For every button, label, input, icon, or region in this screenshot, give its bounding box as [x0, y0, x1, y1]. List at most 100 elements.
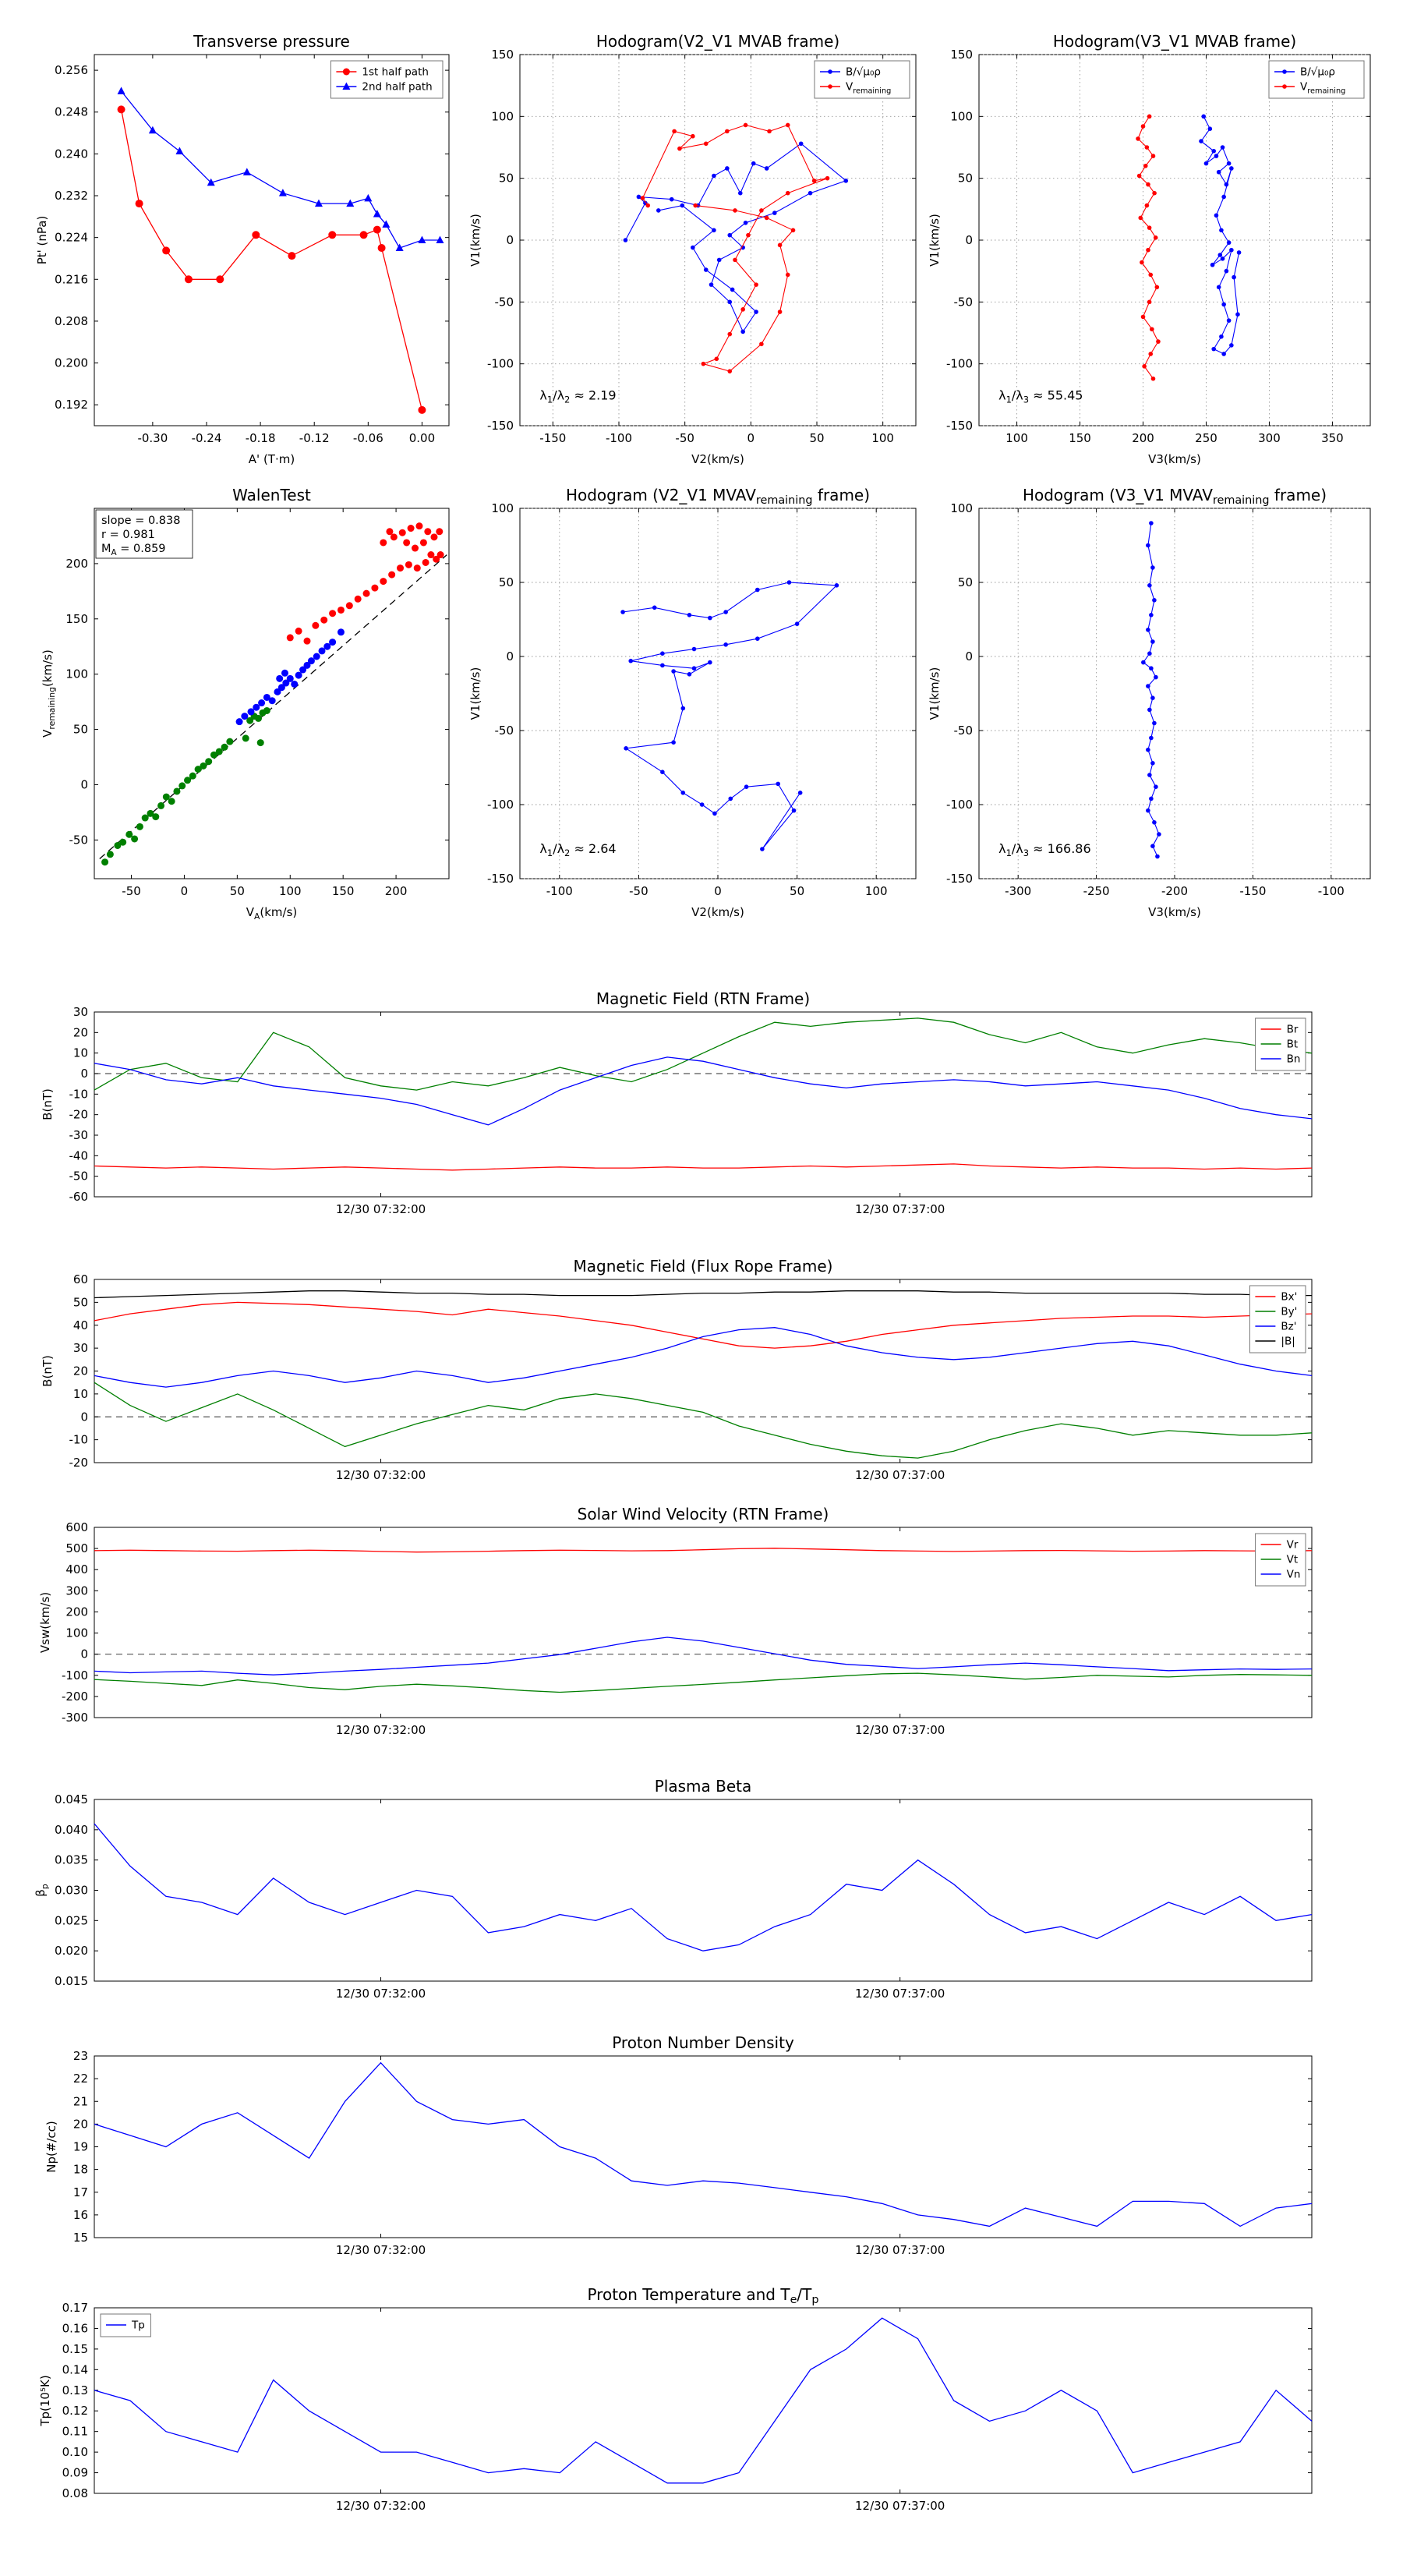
y-tick-label: -20 — [69, 1108, 89, 1122]
y-tick-label: 0.020 — [55, 1944, 88, 1958]
x-tick-label: 350 — [1321, 431, 1344, 445]
legend-label: 2nd half path — [362, 81, 432, 94]
series-line-2 — [235, 628, 345, 726]
x-tick-label: -200 — [1161, 884, 1188, 898]
x-axis-label: V2(km/s) — [691, 905, 744, 919]
y-tick-label: -200 — [62, 1690, 88, 1704]
y-tick-label: 400 — [65, 1562, 88, 1576]
chart-transverse-pressure: -0.30 -0.24 -0.18 -0.12 -0.06 0.00 0.192 0.200 0… — [35, 32, 450, 466]
x-tick-label: 200 — [385, 884, 408, 898]
y-tick-label: 0.256 — [55, 63, 88, 77]
chart-magnetic-field-flux-rope: 12/30 07:32:00 12/30 07:37:00 -20 -10 0 10 20 3… — [41, 1257, 1313, 1482]
x-tick-label: 12/30 07:37:00 — [855, 1723, 945, 1737]
y-axis-label: Np(#/cc) — [44, 2121, 58, 2173]
series-line-0 — [620, 580, 839, 851]
y-axis-label: Vsw(km/s) — [38, 1592, 52, 1653]
y-tick-label: 0.14 — [62, 2362, 88, 2376]
y-tick-label: 300 — [65, 1583, 88, 1598]
y-tick-label: 0.248 — [55, 105, 88, 119]
y-axis-label: V1(km/s) — [468, 214, 482, 267]
x-axis-label: V2(km/s) — [691, 452, 744, 466]
y-tick-label: 0.025 — [55, 1913, 88, 1927]
y-tick-label: 600 — [65, 1520, 88, 1534]
x-tick-label: 100 — [279, 884, 302, 898]
y-tick-label: -50 — [495, 724, 514, 738]
chart-magnetic-field-rtn: 12/30 07:32:00 12/30 07:37:00 -60 -50 -40 -30… — [41, 989, 1313, 1216]
legend-label: B/√μ₀ρ — [846, 66, 881, 79]
series-Vt — [94, 1672, 1313, 1693]
chart-plasma-beta: 12/30 07:32:00 12/30 07:37:00 0.015 0.020 0.… — [34, 1777, 1313, 2001]
y-tick-label: 19 — [73, 2140, 88, 2154]
stats-line: slope = 0.838 — [101, 515, 180, 527]
series-Vn — [94, 1637, 1313, 1675]
y-tick-label: 0.16 — [62, 2321, 88, 2335]
legend — [330, 60, 444, 99]
x-axis-label: V3(km/s) — [1148, 905, 1201, 919]
x-tick-label: -0.18 — [246, 431, 276, 445]
stats-line: r = 0.981 — [101, 529, 155, 541]
y-tick-label: 20 — [73, 1025, 88, 1039]
legend-label: Br — [1287, 1024, 1299, 1036]
axes-frame — [94, 2055, 1313, 2238]
legend-label: B/√μ₀ρ — [1300, 66, 1335, 79]
legend-label: Bx' — [1281, 1291, 1297, 1304]
stats-box — [95, 509, 193, 559]
y-tick-label: 150 — [491, 48, 514, 62]
x-tick-label: 100 — [1005, 431, 1028, 445]
y-tick-label: 100 — [491, 109, 514, 123]
x-tick-label: -50 — [122, 884, 141, 898]
y-tick-label: 150 — [65, 612, 88, 626]
y-tick-label: 30 — [73, 1341, 88, 1355]
y-tick-label: 50 — [499, 172, 514, 186]
y-tick-label: 50 — [499, 575, 514, 589]
chart-walen-test: -50 0 50 100 150 200 -50 0 50 100 150 200 WalenTest V… — [41, 486, 450, 922]
stats-line: MA = 0.859 — [101, 543, 166, 557]
y-tick-label: -10 — [69, 1087, 89, 1101]
x-axis-label: VA(km/s) — [246, 905, 298, 922]
y-tick-label: 23 — [73, 2049, 88, 2063]
y-tick-label: 50 — [958, 575, 973, 589]
y-tick-label: 10 — [73, 1046, 88, 1060]
y-tick-label: -150 — [946, 419, 973, 433]
y-tick-label: 100 — [491, 501, 514, 515]
series-Bz' — [94, 1327, 1313, 1388]
y-tick-label: -20 — [69, 1456, 89, 1470]
x-tick-label: 0 — [747, 431, 755, 445]
y-tick-label: 0.240 — [55, 147, 88, 161]
y-tick-label: -60 — [69, 1190, 89, 1204]
x-tick-label: 12/30 07:37:00 — [855, 1202, 945, 1216]
series-line-1 — [101, 706, 270, 866]
y-tick-label: 15 — [73, 2231, 88, 2245]
x-tick-label: 12/30 07:32:00 — [336, 2243, 426, 2257]
x-tick-label: -100 — [606, 431, 632, 445]
y-tick-label: 60 — [73, 1272, 88, 1286]
y-tick-label: -100 — [487, 357, 514, 371]
legend-label: Tp — [131, 2319, 145, 2332]
x-tick-label: 50 — [230, 884, 245, 898]
axes-frame — [94, 1799, 1313, 1982]
x-tick-label: 12/30 07:32:00 — [336, 2499, 426, 2513]
series-|B| — [94, 1290, 1312, 1299]
x-tick-label: 12/30 07:37:00 — [855, 2243, 945, 2257]
y-tick-label: 0 — [506, 649, 514, 663]
x-tick-label: -0.06 — [353, 431, 383, 445]
x-tick-label: 12/30 07:32:00 — [336, 1723, 426, 1737]
chart-hodogram-v3v1-mvav: -300 -250 -200 -150 -100 -150 -100 -50 0 50 100 Hod… — [928, 486, 1371, 919]
y-tick-label: 18 — [73, 2163, 88, 2177]
y-tick-label: 0.045 — [55, 1792, 88, 1806]
series-line-3 — [286, 522, 444, 645]
y-tick-label: 0 — [80, 1067, 88, 1081]
y-tick-label: 150 — [950, 48, 973, 62]
chart-title: Solar Wind Velocity (RTN Frame) — [578, 1505, 829, 1523]
y-tick-label: 50 — [958, 172, 973, 186]
y-tick-label: 0.10 — [62, 2445, 88, 2459]
legend-label: 1st half path — [362, 66, 429, 79]
x-tick-label: 12/30 07:32:00 — [336, 1202, 426, 1216]
axes-frame — [94, 54, 450, 426]
x-tick-label: 12/30 07:37:00 — [855, 1468, 945, 1482]
chart-proton-temperature: 12/30 07:32:00 12/30 07:37:00 0.08 0.09 0.10… — [38, 2285, 1313, 2513]
axes-frame — [94, 1279, 1313, 1463]
chart-proton-number-density: 12/30 07:32:00 12/30 07:37:00 15 16 17 18 19 20… — [44, 2033, 1313, 2257]
x-tick-label: 150 — [1069, 431, 1091, 445]
